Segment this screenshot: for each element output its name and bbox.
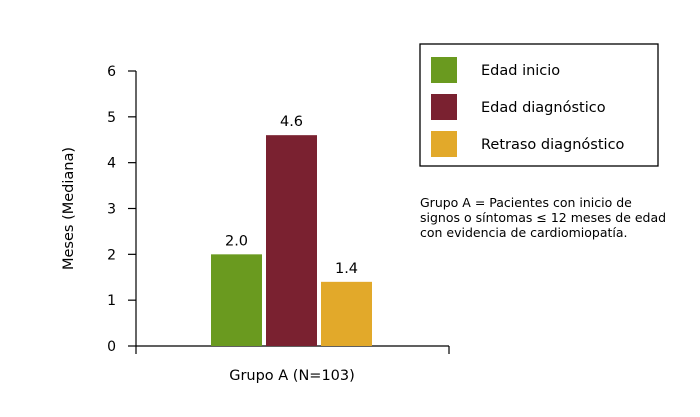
bar-value-label: 4.6 xyxy=(280,114,303,130)
legend-label: Edad diagnóstico xyxy=(481,100,606,116)
chart-bars xyxy=(211,135,372,346)
footnote-line-3: con evidencia de cardiomiopatía. xyxy=(420,225,628,240)
bar-0 xyxy=(211,254,262,346)
bar-1 xyxy=(266,135,317,346)
y-tick-label: 6 xyxy=(107,64,116,80)
y-tick-label: 0 xyxy=(107,339,116,355)
y-tick-label: 5 xyxy=(107,110,116,126)
bar-value-label: 1.4 xyxy=(335,261,358,277)
y-tick-label: 4 xyxy=(107,156,116,172)
legend-swatch xyxy=(431,94,457,120)
footnote-line-1: Grupo A = Pacientes con inicio de xyxy=(420,195,632,210)
y-tick-label: 1 xyxy=(107,293,116,309)
legend-swatch xyxy=(431,131,457,157)
bar-value-label: 2.0 xyxy=(225,233,248,249)
chart-data-labels: 2.0 4.6 1.4 xyxy=(225,114,358,277)
legend-label: Edad inicio xyxy=(481,63,560,79)
legend-label: Retraso diagnóstico xyxy=(481,137,625,153)
chart-axes: 0 1 2 3 4 5 6 Meses (Mediana) Grupo A (N=103) xyxy=(61,64,450,384)
bar-2 xyxy=(321,281,372,346)
y-axis-title: Meses (Mediana) xyxy=(61,147,77,270)
y-tick-label: 2 xyxy=(107,247,116,263)
legend-swatch xyxy=(431,57,457,83)
chart-legend: Edad inicio Edad diagnóstico Retraso diagn… xyxy=(419,43,659,167)
footnote-line-2: signos o síntomas ≤ 12 meses de edad xyxy=(420,210,667,225)
chart-footnote: Grupo A = Pacientes con inicio de signos… xyxy=(420,195,690,240)
legend-box xyxy=(419,43,659,167)
y-tick-label: 3 xyxy=(107,202,116,218)
x-axis-category-label: Grupo A (N=103) xyxy=(229,368,355,384)
